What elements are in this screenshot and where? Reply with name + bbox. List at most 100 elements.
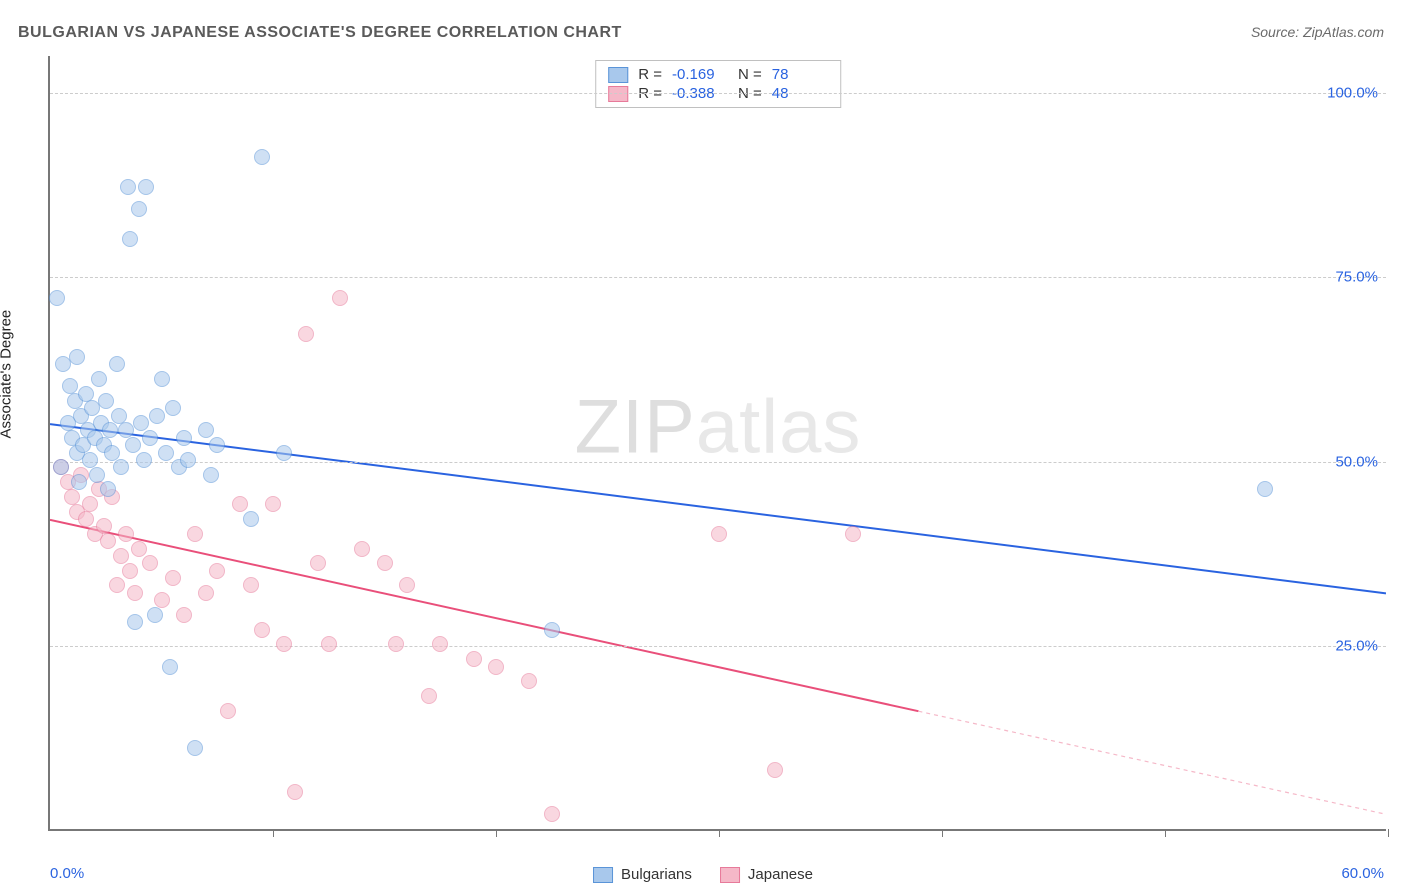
scatter-point-bulgarians bbox=[113, 459, 129, 475]
chart-title: BULGARIAN VS JAPANESE ASSOCIATE'S DEGREE… bbox=[18, 24, 622, 42]
scatter-point-japanese bbox=[131, 541, 147, 557]
scatter-point-japanese bbox=[521, 673, 537, 689]
scatter-point-bulgarians bbox=[136, 452, 152, 468]
scatter-point-japanese bbox=[354, 541, 370, 557]
watermark-atlas: atlas bbox=[696, 385, 862, 470]
swatch-bulgarians bbox=[608, 67, 628, 83]
scatter-point-bulgarians bbox=[104, 445, 120, 461]
scatter-point-japanese bbox=[377, 555, 393, 571]
scatter-point-japanese bbox=[254, 622, 270, 638]
scatter-point-japanese bbox=[321, 636, 337, 652]
scatter-point-japanese bbox=[209, 563, 225, 579]
scatter-point-bulgarians bbox=[82, 452, 98, 468]
scatter-point-bulgarians bbox=[98, 393, 114, 409]
y-tick-label: 100.0% bbox=[1327, 84, 1378, 101]
scatter-point-japanese bbox=[243, 577, 259, 593]
scatter-point-bulgarians bbox=[142, 430, 158, 446]
gridline bbox=[50, 646, 1386, 647]
scatter-point-bulgarians bbox=[176, 430, 192, 446]
scatter-point-bulgarians bbox=[122, 231, 138, 247]
watermark: ZIPatlas bbox=[575, 384, 862, 471]
scatter-point-japanese bbox=[845, 526, 861, 542]
scatter-point-bulgarians bbox=[71, 474, 87, 490]
scatter-point-bulgarians bbox=[118, 422, 134, 438]
scatter-point-japanese bbox=[96, 518, 112, 534]
scatter-point-japanese bbox=[466, 651, 482, 667]
scatter-point-bulgarians bbox=[162, 659, 178, 675]
legend-item-bulgarians: Bulgarians bbox=[593, 866, 692, 883]
x-tick bbox=[1388, 829, 1389, 837]
scatter-point-japanese bbox=[432, 636, 448, 652]
scatter-point-japanese bbox=[118, 526, 134, 542]
scatter-point-japanese bbox=[399, 577, 415, 593]
scatter-point-japanese bbox=[165, 570, 181, 586]
scatter-point-japanese bbox=[109, 577, 125, 593]
scatter-point-japanese bbox=[388, 636, 404, 652]
trend-line-japanese-dashed bbox=[918, 711, 1386, 814]
scatter-point-bulgarians bbox=[53, 459, 69, 475]
scatter-point-japanese bbox=[220, 703, 236, 719]
n-label: N = bbox=[738, 66, 762, 83]
x-tick bbox=[1165, 829, 1166, 837]
scatter-point-japanese bbox=[298, 326, 314, 342]
scatter-point-japanese bbox=[122, 563, 138, 579]
scatter-point-japanese bbox=[711, 526, 727, 542]
scatter-point-bulgarians bbox=[100, 481, 116, 497]
scatter-point-bulgarians bbox=[131, 201, 147, 217]
scatter-point-japanese bbox=[82, 496, 98, 512]
x-axis-origin-label: 0.0% bbox=[50, 865, 84, 882]
y-axis-label: Associate's Degree bbox=[0, 310, 15, 439]
scatter-point-bulgarians bbox=[165, 400, 181, 416]
scatter-point-bulgarians bbox=[62, 378, 78, 394]
scatter-point-japanese bbox=[421, 688, 437, 704]
scatter-point-japanese bbox=[198, 585, 214, 601]
scatter-point-japanese bbox=[176, 607, 192, 623]
scatter-point-japanese bbox=[232, 496, 248, 512]
n-value-bulgarians: 78 bbox=[772, 66, 828, 83]
scatter-point-bulgarians bbox=[154, 371, 170, 387]
legend-row-bulgarians: R = -0.169 N = 78 bbox=[608, 65, 828, 84]
correlation-legend: R = -0.169 N = 78 R = -0.388 N = 48 bbox=[595, 60, 841, 108]
scatter-point-japanese bbox=[287, 784, 303, 800]
scatter-point-japanese bbox=[154, 592, 170, 608]
trend-lines-svg bbox=[50, 56, 1386, 829]
scatter-point-bulgarians bbox=[133, 415, 149, 431]
scatter-point-bulgarians bbox=[180, 452, 196, 468]
scatter-point-japanese bbox=[276, 636, 292, 652]
scatter-point-bulgarians bbox=[69, 349, 85, 365]
scatter-point-japanese bbox=[544, 806, 560, 822]
y-tick-label: 75.0% bbox=[1335, 269, 1378, 286]
r-value-bulgarians: -0.169 bbox=[672, 66, 728, 83]
scatter-point-japanese bbox=[64, 489, 80, 505]
gridline bbox=[50, 462, 1386, 463]
legend-label-japanese: Japanese bbox=[748, 866, 813, 883]
scatter-point-japanese bbox=[310, 555, 326, 571]
source-label: Source: ZipAtlas.com bbox=[1251, 24, 1384, 40]
scatter-point-bulgarians bbox=[187, 740, 203, 756]
scatter-point-bulgarians bbox=[125, 437, 141, 453]
scatter-point-bulgarians bbox=[158, 445, 174, 461]
scatter-point-bulgarians bbox=[109, 356, 125, 372]
scatter-point-bulgarians bbox=[78, 386, 94, 402]
trend-line-bulgarians bbox=[50, 424, 1386, 593]
scatter-point-bulgarians bbox=[243, 511, 259, 527]
scatter-point-bulgarians bbox=[544, 622, 560, 638]
legend-label-bulgarians: Bulgarians bbox=[621, 866, 692, 883]
scatter-point-japanese bbox=[265, 496, 281, 512]
x-tick bbox=[719, 829, 720, 837]
swatch-japanese-bottom bbox=[720, 867, 740, 883]
scatter-point-bulgarians bbox=[111, 408, 127, 424]
scatter-point-bulgarians bbox=[49, 290, 65, 306]
scatter-point-bulgarians bbox=[276, 445, 292, 461]
swatch-bulgarians-bottom bbox=[593, 867, 613, 883]
plot-area: ZIPatlas R = -0.169 N = 78 R = -0.388 N … bbox=[48, 56, 1386, 831]
scatter-point-japanese bbox=[488, 659, 504, 675]
scatter-point-bulgarians bbox=[1257, 481, 1273, 497]
watermark-zip: ZIP bbox=[575, 385, 696, 470]
y-tick-label: 25.0% bbox=[1335, 638, 1378, 655]
r-label: R = bbox=[638, 66, 662, 83]
scatter-point-japanese bbox=[187, 526, 203, 542]
gridline bbox=[50, 277, 1386, 278]
scatter-point-bulgarians bbox=[209, 437, 225, 453]
scatter-point-bulgarians bbox=[138, 179, 154, 195]
